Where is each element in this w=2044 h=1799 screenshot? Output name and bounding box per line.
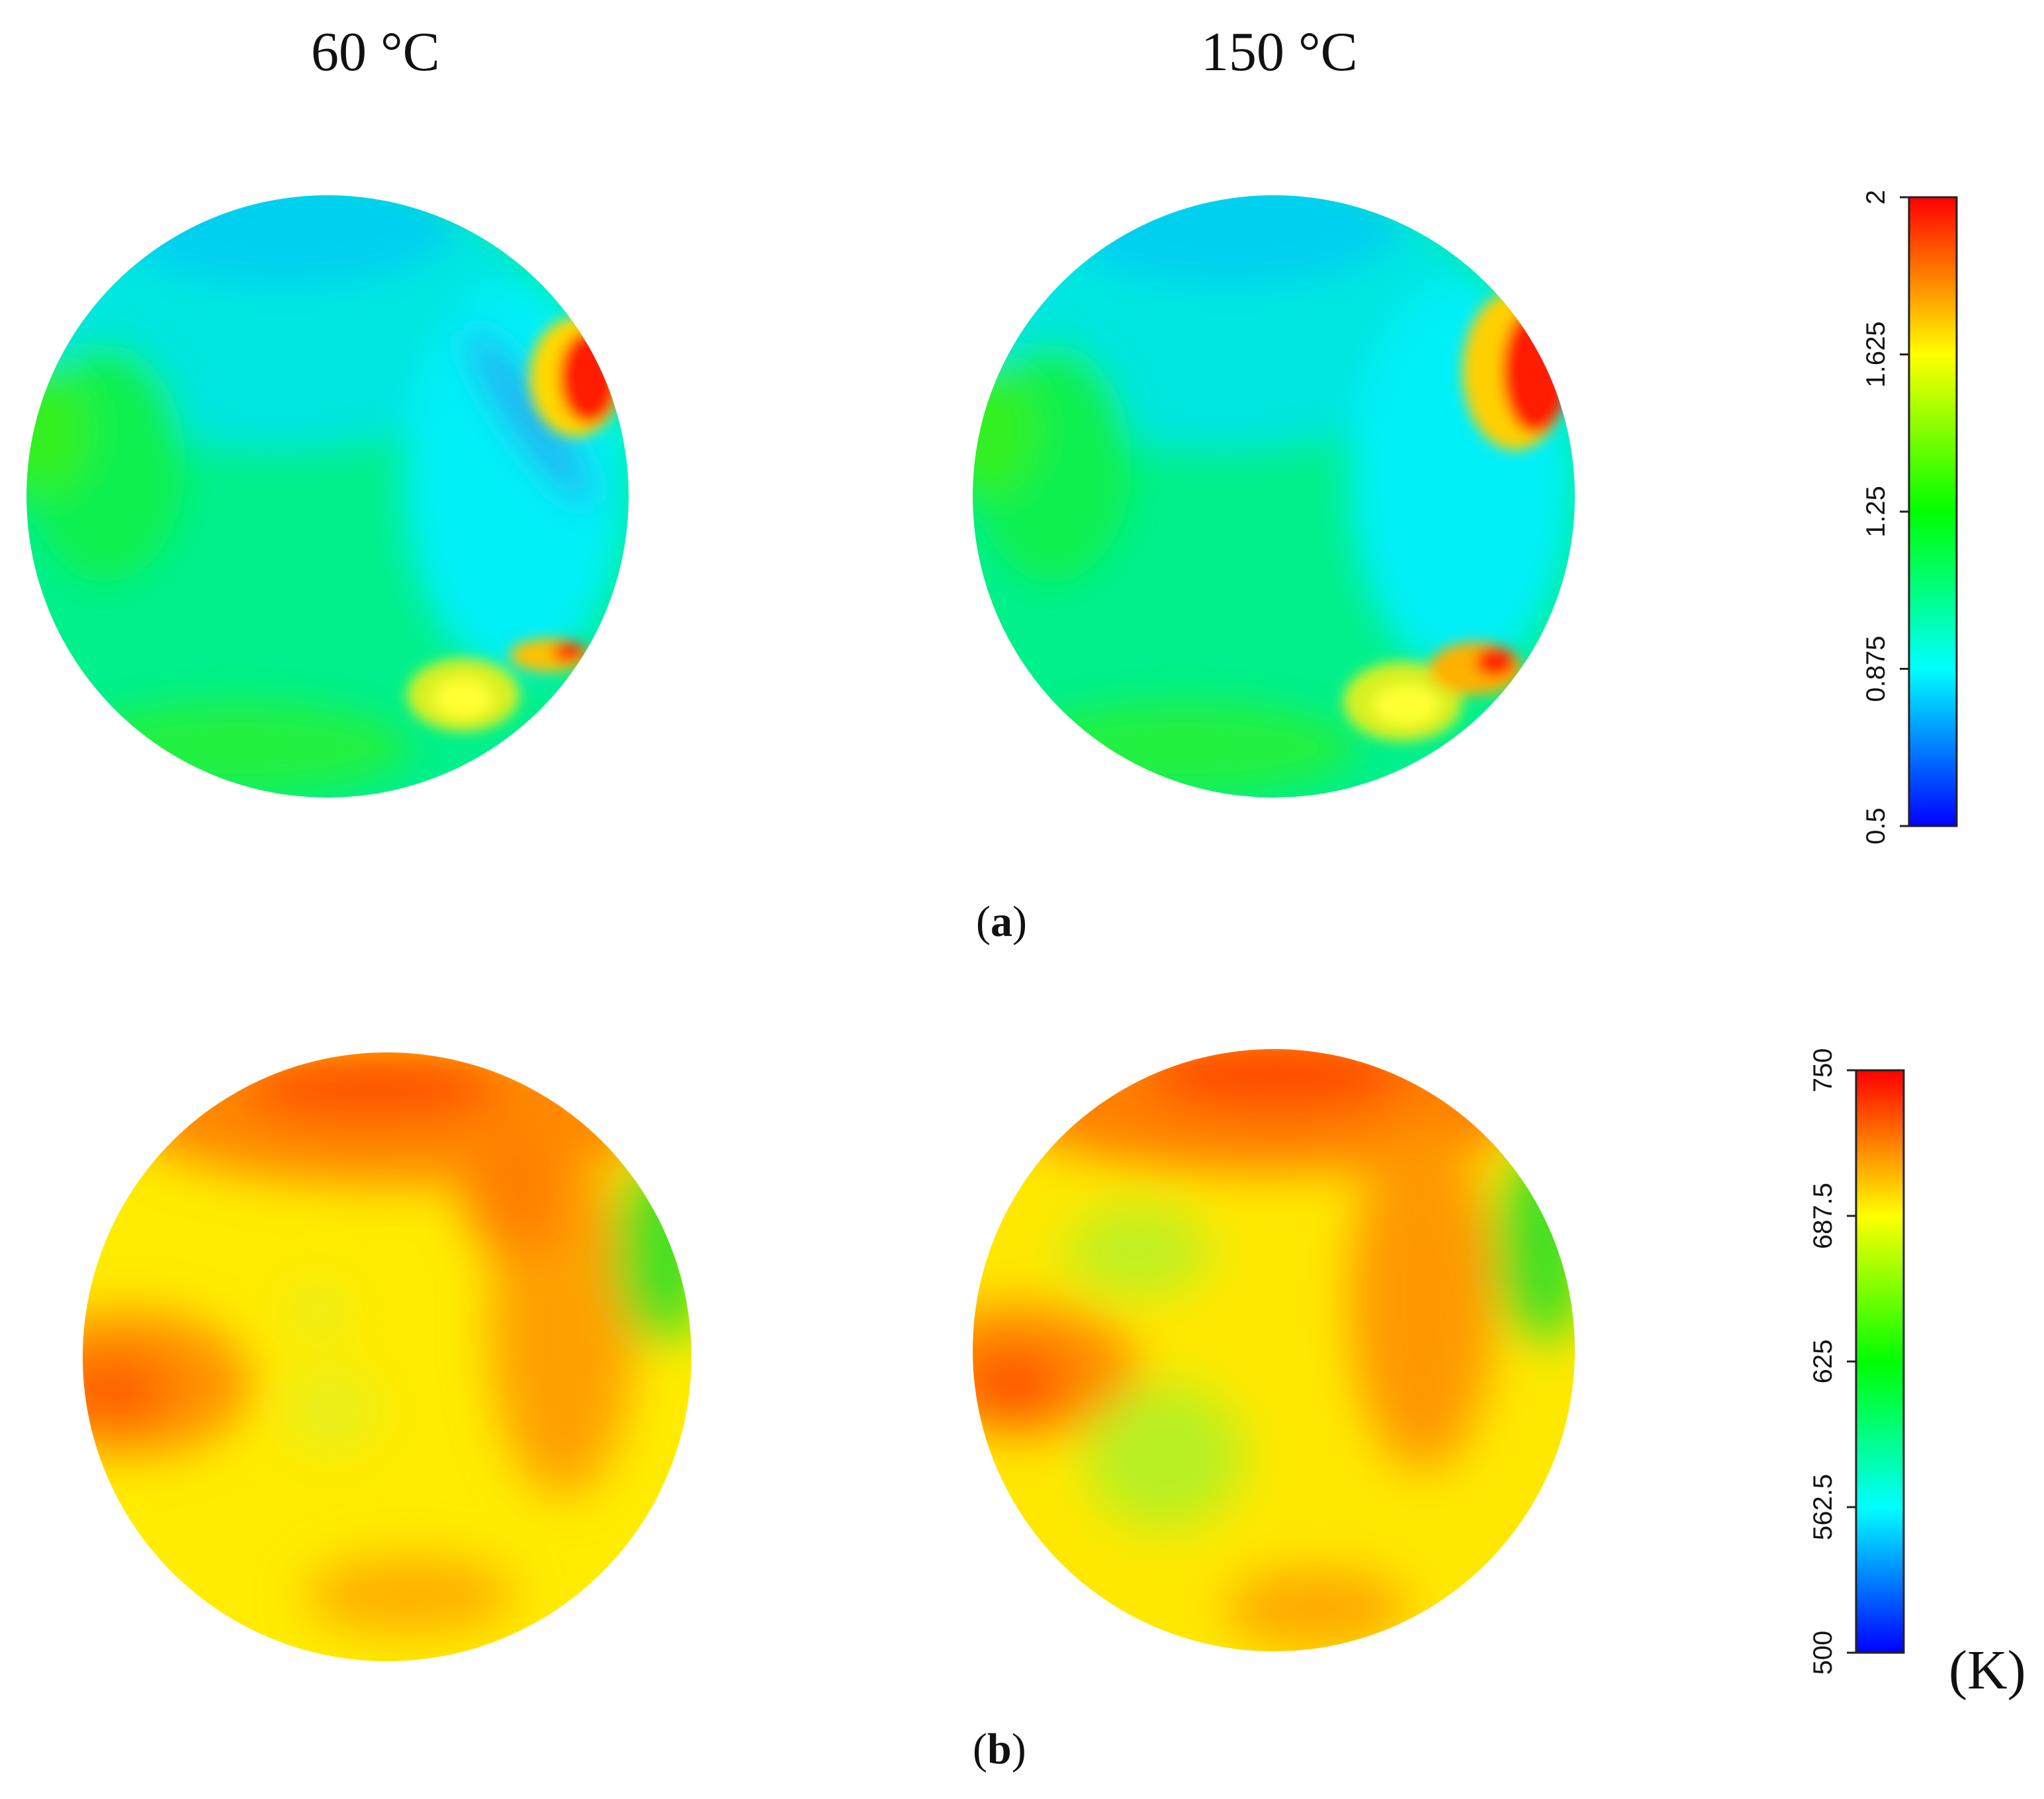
colorbar-gradient (1908, 196, 1958, 827)
colorbar-tick-label: 625 (1808, 1340, 1838, 1384)
colorbar-tick-label: 1.25 (1861, 486, 1890, 537)
colorbar-tick-label: 0.5 (1861, 807, 1890, 845)
panel-label-b: (b) (973, 1725, 1026, 1773)
colorbar-tick-label: 0.875 (1861, 635, 1890, 702)
colorbar-gradient (1855, 1069, 1905, 1654)
colorbar-b: 500 562.5 625 687.5 750 (1808, 1048, 1905, 1675)
column-title-150c: 150 °C (1201, 21, 1358, 83)
colorbar-a: 0.5 0.875 1.25 1.625 2 (1861, 190, 1958, 845)
colorbar-b-unit: (K) (1949, 1639, 2026, 1701)
colorbar-tick-label: 562.5 (1808, 1474, 1838, 1540)
heatmap-a-60c (26, 195, 629, 798)
heatmap-b-150c (973, 1049, 1575, 1651)
heatmap-b-60c (83, 1052, 691, 1661)
colorbar-tick-label: 2 (1861, 190, 1890, 205)
colorbar-tick-label: 687.5 (1808, 1183, 1838, 1249)
panel-label-a: (a) (976, 898, 1027, 946)
colorbar-tick-label: 1.625 (1861, 321, 1890, 387)
column-title-60c: 60 °C (311, 21, 440, 83)
colorbar-tick-label: 500 (1808, 1631, 1838, 1675)
heatmap-a-150c (973, 195, 1575, 798)
colorbar-tick-label: 750 (1808, 1048, 1838, 1093)
